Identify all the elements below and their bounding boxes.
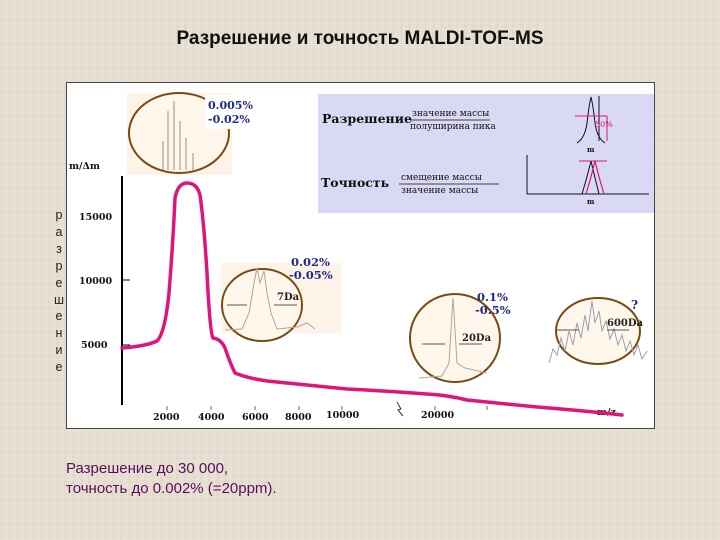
inset-2-width: 7Da: [277, 292, 300, 303]
vlabel-char: ш: [53, 292, 65, 307]
y-tick-5000: 5000: [81, 340, 108, 351]
inset-3-width: 20Da: [462, 333, 492, 344]
accuracy-numerator: смещение массы: [401, 173, 482, 183]
x-tick-6000: 6000: [242, 412, 269, 423]
inset-4-width: 600Da: [607, 318, 644, 329]
inset-ring: [555, 297, 641, 365]
x-tick-10000: 10000: [326, 410, 359, 421]
chart-svg: Разрешение значение массы полуширина пик…: [69, 92, 654, 423]
inset-4-accuracy-top: ?: [631, 298, 638, 312]
x-tick-4000: 4000: [198, 412, 225, 423]
inset-ring: [221, 268, 303, 342]
inset-peaks: [162, 101, 194, 170]
x-tick-8000: 8000: [285, 412, 312, 423]
caption: Разрешение до 30 000, точность до 0.002%…: [66, 459, 277, 499]
vlabel-char: е: [55, 309, 63, 324]
resolution-label: Разрешение: [322, 111, 412, 126]
inset-3-accuracy-top: 0.1%: [477, 290, 508, 304]
m-label: m: [587, 197, 595, 206]
y-tick-10000: 10000: [79, 276, 112, 287]
resolution-numerator: значение массы: [412, 109, 489, 119]
inset-ring: [128, 92, 230, 174]
formula-panel: Разрешение значение массы полуширина пик…: [318, 94, 654, 213]
inset-1-accuracy-bottom: -0.02%: [208, 113, 250, 126]
x-tick-marks: [166, 406, 488, 410]
resolution-curve: [120, 181, 624, 417]
label-bg: [205, 95, 275, 129]
vlabel-char: н: [55, 326, 63, 341]
x-tick-20000: 20000: [421, 410, 454, 421]
half-height-label: 50%: [595, 120, 613, 129]
vlabel-char: е: [55, 360, 63, 375]
vlabel-char: а: [55, 224, 63, 239]
vlabel-char: и: [55, 343, 63, 358]
vlabel-char: р: [55, 258, 63, 273]
inset-noisy-peak: [548, 300, 648, 364]
chart-panel: Разрешение значение массы полуширина пик…: [66, 82, 655, 429]
x-tick-2000: 2000: [153, 412, 180, 423]
vlabel-char: з: [56, 241, 62, 256]
vertical-axis-caption: р а з р е ш е н и е: [49, 207, 69, 376]
accuracy-label: Точность: [321, 175, 389, 190]
vlabel-char: р: [55, 208, 63, 222]
caption-line-1: Разрешение до 30 000,: [66, 460, 229, 477]
inset-1: 0.005% -0.02%: [127, 92, 275, 175]
inset-2-accuracy-top: 0.02%: [291, 255, 330, 269]
formula-panel-bg: [318, 94, 654, 213]
vlabel-char: е: [55, 275, 63, 290]
resolution-denominator: полуширина пика: [410, 122, 496, 132]
accuracy-denominator: значение массы: [401, 186, 478, 196]
m-label: m: [587, 145, 595, 154]
caption-line-2: точность до 0.002% (=20ppm).: [66, 480, 277, 497]
slide-title: Разрешение и точность MALDI-TOF-MS: [176, 28, 544, 49]
inset-3: 20Da 0.1% -0.5%: [409, 290, 511, 383]
inset-peak: [418, 297, 488, 379]
inset-2: 7Da 0.02% -0.05%: [221, 255, 341, 342]
inset-peak: [224, 267, 316, 331]
mini-peak: [576, 96, 606, 144]
inset-2-accuracy-bottom: -0.05%: [289, 268, 333, 282]
y-tick-15000: 15000: [79, 212, 112, 223]
inset-3-accuracy-bottom: -0.5%: [475, 303, 511, 317]
inset-1-accuracy-top: 0.005%: [208, 99, 253, 112]
axis-break-icon: [396, 401, 404, 417]
y-axis-title: m/Δm: [69, 161, 100, 172]
inset-4: 600Da ?: [548, 297, 648, 365]
